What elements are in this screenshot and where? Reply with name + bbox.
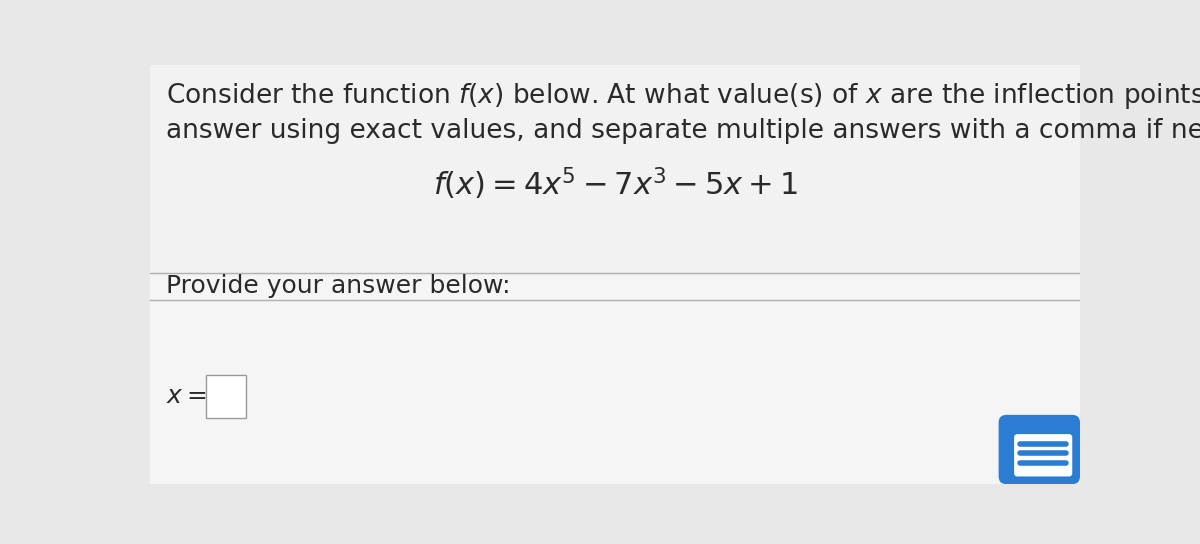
Text: Provide your answer below:: Provide your answer below: <box>166 274 510 298</box>
Text: answer using exact values, and separate multiple answers with a comma if necessa: answer using exact values, and separate … <box>166 118 1200 144</box>
Text: $x =$: $x =$ <box>166 385 206 408</box>
FancyBboxPatch shape <box>998 415 1080 484</box>
FancyBboxPatch shape <box>150 65 1080 276</box>
Text: Consider the function $f(x)$ below. At what value(s) of $x$ are the inflection p: Consider the function $f(x)$ below. At w… <box>166 81 1200 111</box>
FancyBboxPatch shape <box>150 276 1080 484</box>
FancyBboxPatch shape <box>206 375 246 418</box>
FancyBboxPatch shape <box>1014 434 1073 477</box>
Text: $f(x) = 4x^5 - 7x^3 - 5x + 1$: $f(x) = 4x^5 - 7x^3 - 5x + 1$ <box>432 165 798 202</box>
